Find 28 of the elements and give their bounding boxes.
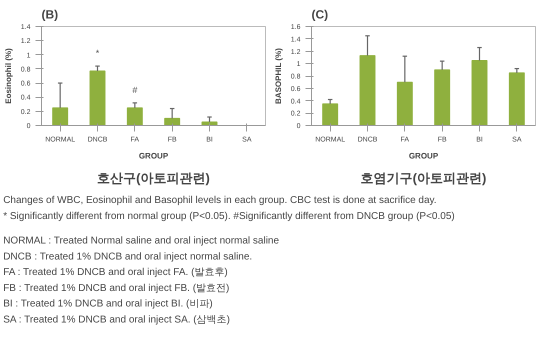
bar <box>396 82 413 126</box>
chart-title: (C) <box>312 8 328 22</box>
text: 호산구(아토피관련) <box>97 170 210 186</box>
bar <box>322 103 338 126</box>
annotation: # <box>132 84 138 95</box>
bar <box>472 60 488 126</box>
x-axis-title: GROUP <box>138 152 169 160</box>
text: SA : Treated 1% DNCB and oral inject SA. (삼백초) <box>3 314 230 326</box>
y-axis-title: BASOPHIL (%) <box>274 48 283 104</box>
bar <box>360 55 376 126</box>
text: Changes of WBC, Eosinophil and Basophil levels in each group. CBC test is done at sacrifice day. <box>3 195 437 206</box>
text: FA : Treated 1% DNCB and oral inject FA. (발효후) <box>3 267 228 278</box>
bar <box>508 72 525 126</box>
text: 호염기구(아토피관련) <box>360 170 486 186</box>
text: FB : Treated 1% DNCB and oral inject FB. (발효전) <box>3 282 230 294</box>
text: BI : Treated 1% DNCB and oral inject BI. (비파) <box>3 298 213 310</box>
bar <box>164 118 180 126</box>
text: NORMAL : Treated Normal saline and oral inject normal saline <box>3 236 280 246</box>
y-axis-title: Eosinophil (%) <box>4 48 13 104</box>
bar <box>126 107 143 126</box>
chart-title: (B) <box>42 8 58 22</box>
text: * Significantly different from normal group (P<0.05). #Significantly different from DNCB group (P<0.05) <box>3 210 455 222</box>
x-axis-title: GROUP <box>408 152 439 160</box>
bar <box>434 69 450 126</box>
text: DNCB : Treated 1% DNCB and oral inject normal saline. <box>3 251 252 262</box>
annotation: * <box>96 48 100 58</box>
bar <box>90 70 106 126</box>
bar <box>52 107 68 126</box>
